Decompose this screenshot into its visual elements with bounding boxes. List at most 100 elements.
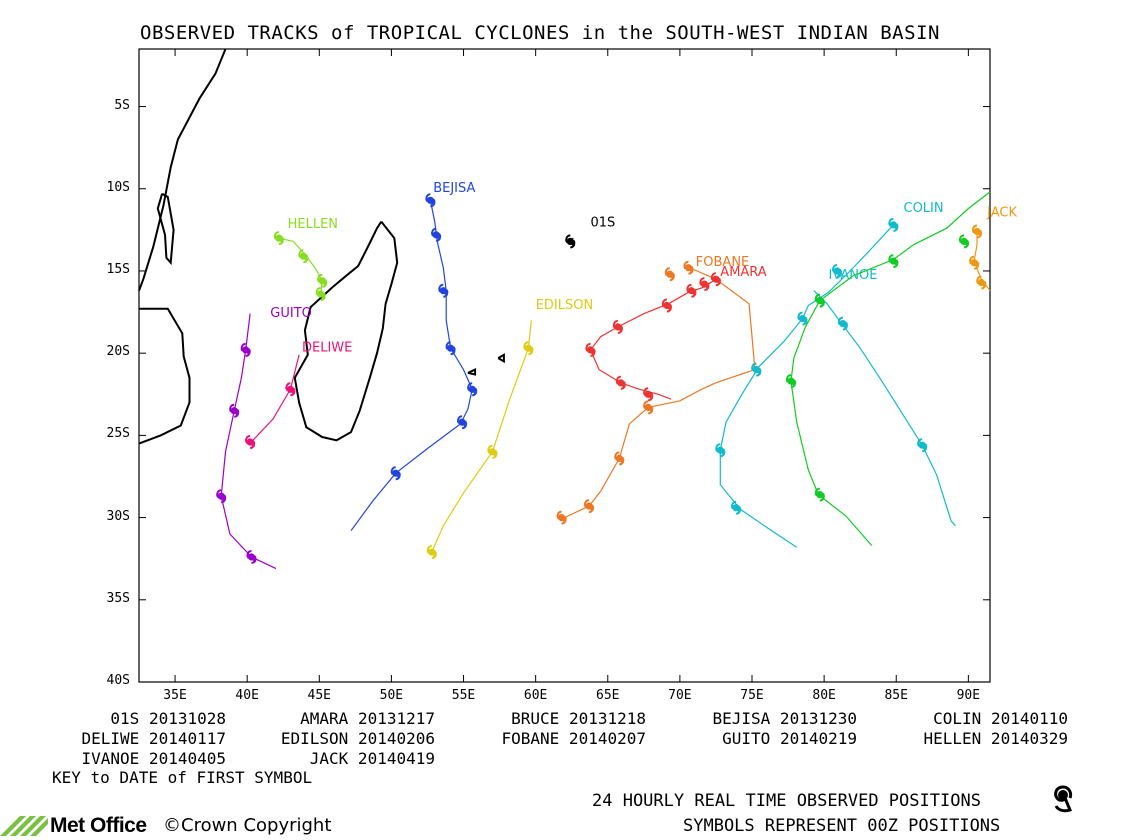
cyclone-symbol xyxy=(523,341,534,356)
key-entry: DELIWE 20140117 xyxy=(81,729,227,748)
key-entry: EDILSON 20140206 xyxy=(280,729,435,748)
cyclone-symbol xyxy=(317,273,328,288)
storm-track xyxy=(559,267,756,522)
lon-tick-label: 75E xyxy=(740,688,764,703)
storm-track xyxy=(350,200,473,532)
cyclone-symbol xyxy=(797,311,808,326)
cyclone-symbol xyxy=(216,489,227,504)
cyclone-symbol xyxy=(229,403,240,418)
storm-label: GUITO xyxy=(270,306,312,321)
storm-label: DELIWE xyxy=(302,341,352,356)
cyclone-symbol xyxy=(710,272,721,287)
cyclone-symbol xyxy=(959,234,969,249)
key-entry: COLIN 20140110 xyxy=(933,709,1068,728)
cyclone-symbol xyxy=(556,510,567,525)
lon-tick-label: 90E xyxy=(956,688,981,703)
cyclone-symbol xyxy=(565,234,576,249)
storm-track xyxy=(249,354,300,446)
key-entry: HELLEN 20140329 xyxy=(923,729,1069,748)
storm-track xyxy=(589,278,717,400)
lat-tick-label: 35S xyxy=(106,590,130,606)
cyclone-symbol xyxy=(832,264,843,278)
africa-coastline xyxy=(138,48,227,292)
lon-tick-label: 55E xyxy=(451,688,476,703)
cyclone-symbol xyxy=(976,275,987,290)
footer-observed-positions: 24 HOURLY REAL TIME OBSERVED POSITIONS xyxy=(592,791,981,811)
cyclone-symbol xyxy=(240,342,251,357)
copyright-label: Crown Copyright xyxy=(181,815,332,836)
cyclone-symbol xyxy=(438,283,449,298)
lat-tick-label: 15S xyxy=(106,261,130,277)
cyclone-symbol xyxy=(615,375,626,390)
lat-tick-label: 5S xyxy=(114,97,130,113)
cyclone-symbol xyxy=(431,227,442,242)
cyclone-symbol xyxy=(390,466,401,481)
cyclone-symbol xyxy=(643,387,654,402)
cyclone-symbol xyxy=(487,444,498,459)
cyclone-symbol xyxy=(917,438,928,453)
lon-tick-label: 50E xyxy=(379,688,404,703)
cyclone-symbol xyxy=(661,298,672,313)
cyclone-symbol xyxy=(643,400,654,415)
island-outline xyxy=(156,192,175,266)
lat-tick-label: 40S xyxy=(106,673,130,688)
cyclone-symbol xyxy=(285,382,296,397)
storm-label: BEJISA xyxy=(433,181,475,196)
key-entry: 01S 20131028 xyxy=(110,709,226,728)
key-entry: JACK 20140419 xyxy=(309,749,435,768)
cyclone-symbol xyxy=(246,550,257,564)
cyclone-symbol xyxy=(457,415,468,430)
cyclone-symbol xyxy=(972,224,982,239)
key-caption: KEY to DATE of FIRST SYMBOL xyxy=(52,768,313,787)
cyclone-symbol xyxy=(969,255,980,270)
storm-label: AMARA xyxy=(720,265,767,280)
lat-tick-label: 25S xyxy=(106,426,130,442)
island-outline xyxy=(497,353,505,364)
lat-tick-label: 10S xyxy=(106,179,130,195)
lat-tick-label: 20S xyxy=(106,344,130,360)
storm-label: EDILSON xyxy=(536,298,594,313)
cyclone-symbol xyxy=(814,487,825,502)
lon-tick-label: 45E xyxy=(307,688,332,703)
key-entry: AMARA 20131217 xyxy=(300,709,435,728)
copyright-text: ©Crown Copyright xyxy=(163,815,331,836)
africa-coastline-south xyxy=(138,307,191,445)
madagascar-coastline xyxy=(293,220,399,442)
storm-label: COLIN xyxy=(904,201,944,216)
storm-track xyxy=(719,224,894,548)
storm-label: JACK xyxy=(986,206,1017,221)
cyclone-symbol xyxy=(425,193,436,208)
cyclone-symbol xyxy=(584,499,594,514)
key-entry: IVANOE 20140405 xyxy=(81,749,227,768)
cyclone-symbol xyxy=(888,254,899,269)
cyclone-symbol xyxy=(888,217,899,232)
lon-tick-label: 70E xyxy=(668,688,692,703)
storm-track xyxy=(790,191,991,546)
cyclone-symbol xyxy=(664,267,675,282)
cyclone-symbol xyxy=(837,316,848,331)
lon-tick-label: 85E xyxy=(884,688,908,703)
cyclone-symbol xyxy=(315,287,326,301)
lon-tick-label: 80E xyxy=(812,688,836,703)
cyclone-symbol xyxy=(273,231,284,246)
cyclone-symbol xyxy=(298,249,309,264)
cyclone-symbol xyxy=(426,545,437,560)
chart-title: OBSERVED TRACKS of TROPICAL CYCLONES in … xyxy=(140,22,940,44)
copyright-symbol: © xyxy=(163,815,181,836)
cyclone-symbol xyxy=(715,443,726,458)
storm-track xyxy=(278,237,323,296)
key-entry: BRUCE 20131218 xyxy=(511,709,646,728)
lon-tick-label: 35E xyxy=(163,688,187,703)
key-entry: GUITO 20140219 xyxy=(722,729,857,748)
cyclone-symbol xyxy=(445,341,456,356)
cyclone-symbol xyxy=(585,342,596,357)
lon-tick-label: 40E xyxy=(235,688,259,703)
island-outline xyxy=(467,368,477,376)
cyclone-symbol xyxy=(731,500,742,515)
cyclone-symbol xyxy=(751,362,762,377)
storm-label: HELLEN xyxy=(288,217,338,232)
cyclone-symbol xyxy=(245,435,256,449)
cyclone-symbol xyxy=(699,277,710,292)
map-frame xyxy=(138,48,991,683)
